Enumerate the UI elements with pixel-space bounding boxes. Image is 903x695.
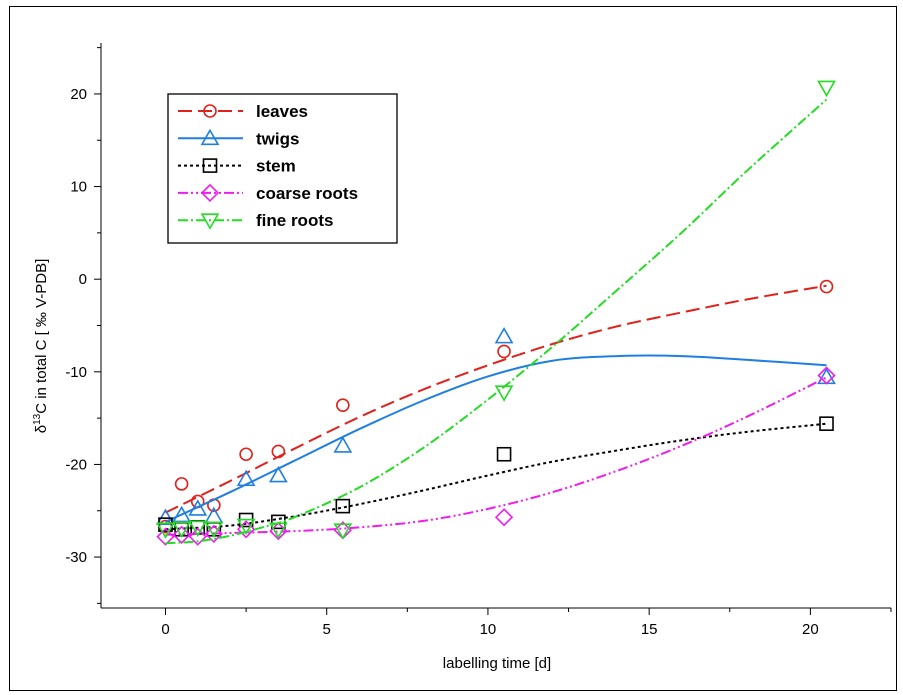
x-axis-label: labelling time [d] [443, 655, 551, 672]
x-tick-label: 20 [802, 621, 819, 638]
data-point-twigs [494, 327, 514, 344]
data-point-leaves [497, 344, 511, 359]
data-point-fine-roots [172, 521, 191, 538]
data-point-coarse-roots [204, 524, 223, 544]
data-point-stem [335, 498, 351, 514]
data-point-fine-roots [204, 521, 224, 538]
fit-line-fine-roots [165, 98, 828, 545]
data-point-twigs [156, 508, 175, 525]
data-point-coarse-roots [188, 527, 207, 546]
y-axis-label-suffix: C in total C [ ‰ V-PDB] [33, 259, 50, 414]
legend-label-twigs: twigs [256, 129, 299, 148]
data-point-twigs [236, 469, 256, 487]
legend-label-stem: stem [256, 157, 296, 176]
data-point-coarse-roots [172, 525, 191, 544]
legend-marker-stem [202, 158, 218, 173]
data-point-fine-roots [333, 523, 353, 540]
x-tick-label: 10 [480, 621, 497, 638]
data-point-fine-roots [156, 522, 175, 539]
legend-label-leaves: leaves [256, 102, 308, 121]
y-tick-label: 10 [70, 179, 87, 196]
x-tick-label: 15 [641, 621, 658, 638]
data-point-coarse-roots [236, 520, 256, 539]
y-tick-label: 20 [70, 86, 87, 103]
y-axis-label-superscript: 13 [32, 413, 43, 425]
y-axis-label: δ13C in total C [ ‰ V-PDB] [32, 259, 50, 434]
data-point-fine-roots [188, 520, 208, 538]
fit-line-twigs [165, 354, 827, 523]
legend-marker-coarse-roots [200, 183, 220, 203]
data-point-leaves [239, 447, 253, 462]
legend-label-coarse-roots: coarse roots [256, 184, 358, 203]
data-point-coarse-roots [817, 366, 836, 385]
data-point-fine-roots [236, 518, 256, 536]
legend-marker-fine-roots [200, 213, 220, 230]
data-point-fine-roots [494, 385, 514, 402]
data-point-stem [819, 416, 834, 431]
legend-marker-leaves [203, 104, 217, 118]
data-point-coarse-roots [494, 508, 514, 527]
legend-label-fine-roots: fine roots [256, 211, 333, 230]
data-point-leaves [174, 477, 189, 491]
x-tick-label: 0 [161, 621, 169, 638]
data-point-fine-roots [268, 522, 288, 539]
y-axis-label-prefix: δ [33, 425, 50, 433]
data-point-leaves [336, 398, 350, 412]
axes-layer: 0 5 10 15 20 -30 -20 -10 0 10 20 [65, 43, 892, 638]
data-point-stem [496, 446, 512, 462]
data-point-twigs [172, 505, 191, 523]
chart-frame [9, 6, 897, 691]
series-fine-roots [156, 80, 836, 545]
data-point-twigs [333, 436, 353, 453]
legend-marker-twigs [200, 128, 220, 146]
fit-line-leaves [165, 284, 827, 514]
y-tick-label: -10 [65, 364, 87, 381]
plot-layer [156, 80, 836, 546]
y-tick-label: 0 [79, 271, 87, 288]
data-point-leaves [819, 279, 834, 294]
y-tick-label: -30 [65, 549, 87, 566]
legend: leaves twigs stem coarse roots fine roots [167, 93, 398, 244]
fit-line-coarse-roots [165, 376, 827, 536]
series-twigs [156, 327, 836, 525]
data-point-fine-roots [817, 80, 836, 98]
x-tick-label: 5 [323, 621, 331, 638]
data-point-coarse-roots [156, 527, 175, 546]
data-point-twigs [188, 499, 208, 516]
fit-line-stem [165, 422, 827, 531]
legend-box [167, 93, 398, 244]
data-point-leaves [271, 444, 286, 459]
y-tick-label: -20 [65, 456, 87, 473]
data-point-stem [271, 514, 286, 530]
data-point-twigs [268, 465, 288, 483]
series-leaves [158, 279, 834, 534]
